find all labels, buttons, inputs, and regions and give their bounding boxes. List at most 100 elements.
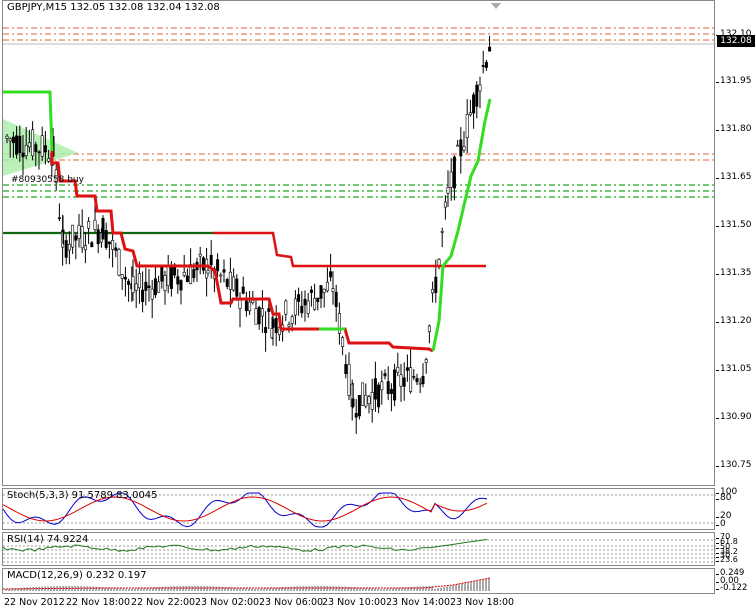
candle-body (185, 275, 189, 283)
macd-histogram-bar (473, 581, 475, 591)
macd-histogram-bar (308, 586, 310, 591)
macd-histogram-bar (266, 588, 268, 591)
macd-histogram-bar (107, 587, 109, 591)
candle-body (337, 313, 341, 334)
candle-body (484, 61, 488, 68)
candle-body (61, 229, 65, 233)
candle-body (300, 305, 304, 314)
macd-histogram-bar (329, 586, 331, 591)
candle-body (354, 413, 358, 418)
candle-body (373, 378, 377, 400)
rsi-pane[interactable]: RSI(14) 74.9224 (2, 532, 716, 567)
candle-body (383, 373, 387, 377)
macd-histogram-bar (8, 588, 10, 591)
macd-histogram-bar (128, 588, 130, 591)
candle-body (370, 392, 374, 410)
macd-histogram-bar (35, 586, 37, 591)
macd-histogram-bar (302, 586, 304, 591)
candle-body (427, 325, 431, 333)
macd-histogram-bar (101, 587, 103, 591)
macd-histogram-bar (488, 578, 490, 591)
candle-body (117, 249, 121, 276)
rsi-canvas[interactable] (3, 533, 716, 567)
stoch-main-line (3, 492, 488, 528)
candle-body (24, 144, 28, 156)
candle-body (396, 366, 400, 373)
macd-histogram-bar (374, 588, 376, 591)
candle-body (225, 279, 229, 287)
macd-histogram-bar (446, 586, 448, 591)
candle-body (380, 381, 384, 391)
price-chart-pane[interactable]: GBPJPY,M15 132.05 132.08 132.04 132.08 #… (2, 0, 716, 487)
rsi-tick: 70 (715, 532, 731, 541)
candle-body (329, 271, 333, 278)
macd-histogram-bar (188, 586, 190, 591)
stochastic-canvas[interactable] (3, 489, 716, 531)
macd-histogram-bar (455, 584, 457, 591)
macd-histogram-bar (122, 588, 124, 591)
candle-body (418, 382, 422, 385)
candle-body (205, 258, 209, 279)
macd-histogram-bar (452, 585, 454, 591)
candle-body (5, 135, 9, 139)
time-tick: 23 Nov 02:00 (195, 597, 260, 608)
candle-body (169, 267, 173, 289)
macd-histogram-bar (14, 588, 16, 591)
candle-body (331, 288, 335, 292)
macd-histogram-bar (179, 586, 181, 591)
candle-body (87, 221, 91, 229)
candle-body (101, 217, 105, 240)
macd-pane[interactable]: MACD(12,26,9) 0.232 0.197 (2, 568, 715, 594)
macd-histogram-bar (290, 586, 292, 591)
trade-order-label[interactable]: #80930558 buy (11, 175, 84, 185)
candle-body (241, 286, 245, 294)
trend-line-bull-final (431, 98, 492, 352)
macd-histogram-bar (140, 588, 142, 591)
time-axis: 22 Nov 2012 22 Nov 18:00 22 Nov 22:00 23… (0, 596, 715, 610)
candle-body (209, 254, 213, 266)
macd-histogram-bar (20, 587, 22, 591)
candle-body (235, 278, 239, 297)
macd-histogram-bar (365, 587, 367, 591)
price-axis: 132.10 131.95 131.80 131.65 131.50 131.3… (716, 0, 756, 486)
macd-histogram-bar (236, 587, 238, 591)
candle-body (93, 219, 97, 230)
candle-body (462, 146, 466, 151)
time-tick: 22 Nov 22:00 (131, 597, 196, 608)
macd-histogram-bar (353, 587, 355, 591)
candle-body (166, 266, 170, 286)
candle-body (21, 152, 25, 158)
candle-body (15, 135, 19, 155)
candle-body (232, 276, 236, 291)
macd-histogram-bar (347, 586, 349, 591)
macd-histogram-bar (260, 588, 262, 591)
chart-shift-arrow-icon[interactable] (491, 3, 501, 9)
macd-histogram-bar (212, 586, 214, 591)
macd-histogram-bar (167, 586, 169, 591)
stochastic-pane[interactable]: Stoch(5,3,3) 91.5789 83.0045 (2, 488, 716, 531)
price-chart-canvas[interactable] (3, 1, 716, 487)
macd-canvas[interactable] (3, 569, 716, 595)
macd-histogram-bar (404, 587, 406, 591)
candle-body (80, 226, 84, 249)
macd-histogram-bar (479, 580, 481, 591)
macd-histogram-bar (239, 587, 241, 591)
candle-body (468, 112, 472, 116)
macd-tick: 0.249 (715, 568, 745, 578)
macd-histogram-bar (395, 587, 397, 591)
candle-body (147, 285, 151, 289)
candle-body (18, 135, 22, 153)
macd-histogram-bar (386, 588, 388, 591)
candle-body (351, 398, 355, 407)
macd-histogram-bar (299, 586, 301, 591)
candle-body (144, 281, 148, 291)
macd-label: MACD(12,26,9) 0.232 0.197 (7, 570, 147, 581)
macd-histogram-bar (98, 586, 100, 591)
macd-histogram-bar (389, 588, 391, 591)
macd-histogram-bar (125, 588, 127, 591)
macd-histogram-bar (458, 584, 460, 591)
candle-body (364, 394, 368, 407)
candle-body (389, 388, 393, 394)
candle-body (424, 359, 428, 363)
candle-body (478, 84, 482, 92)
